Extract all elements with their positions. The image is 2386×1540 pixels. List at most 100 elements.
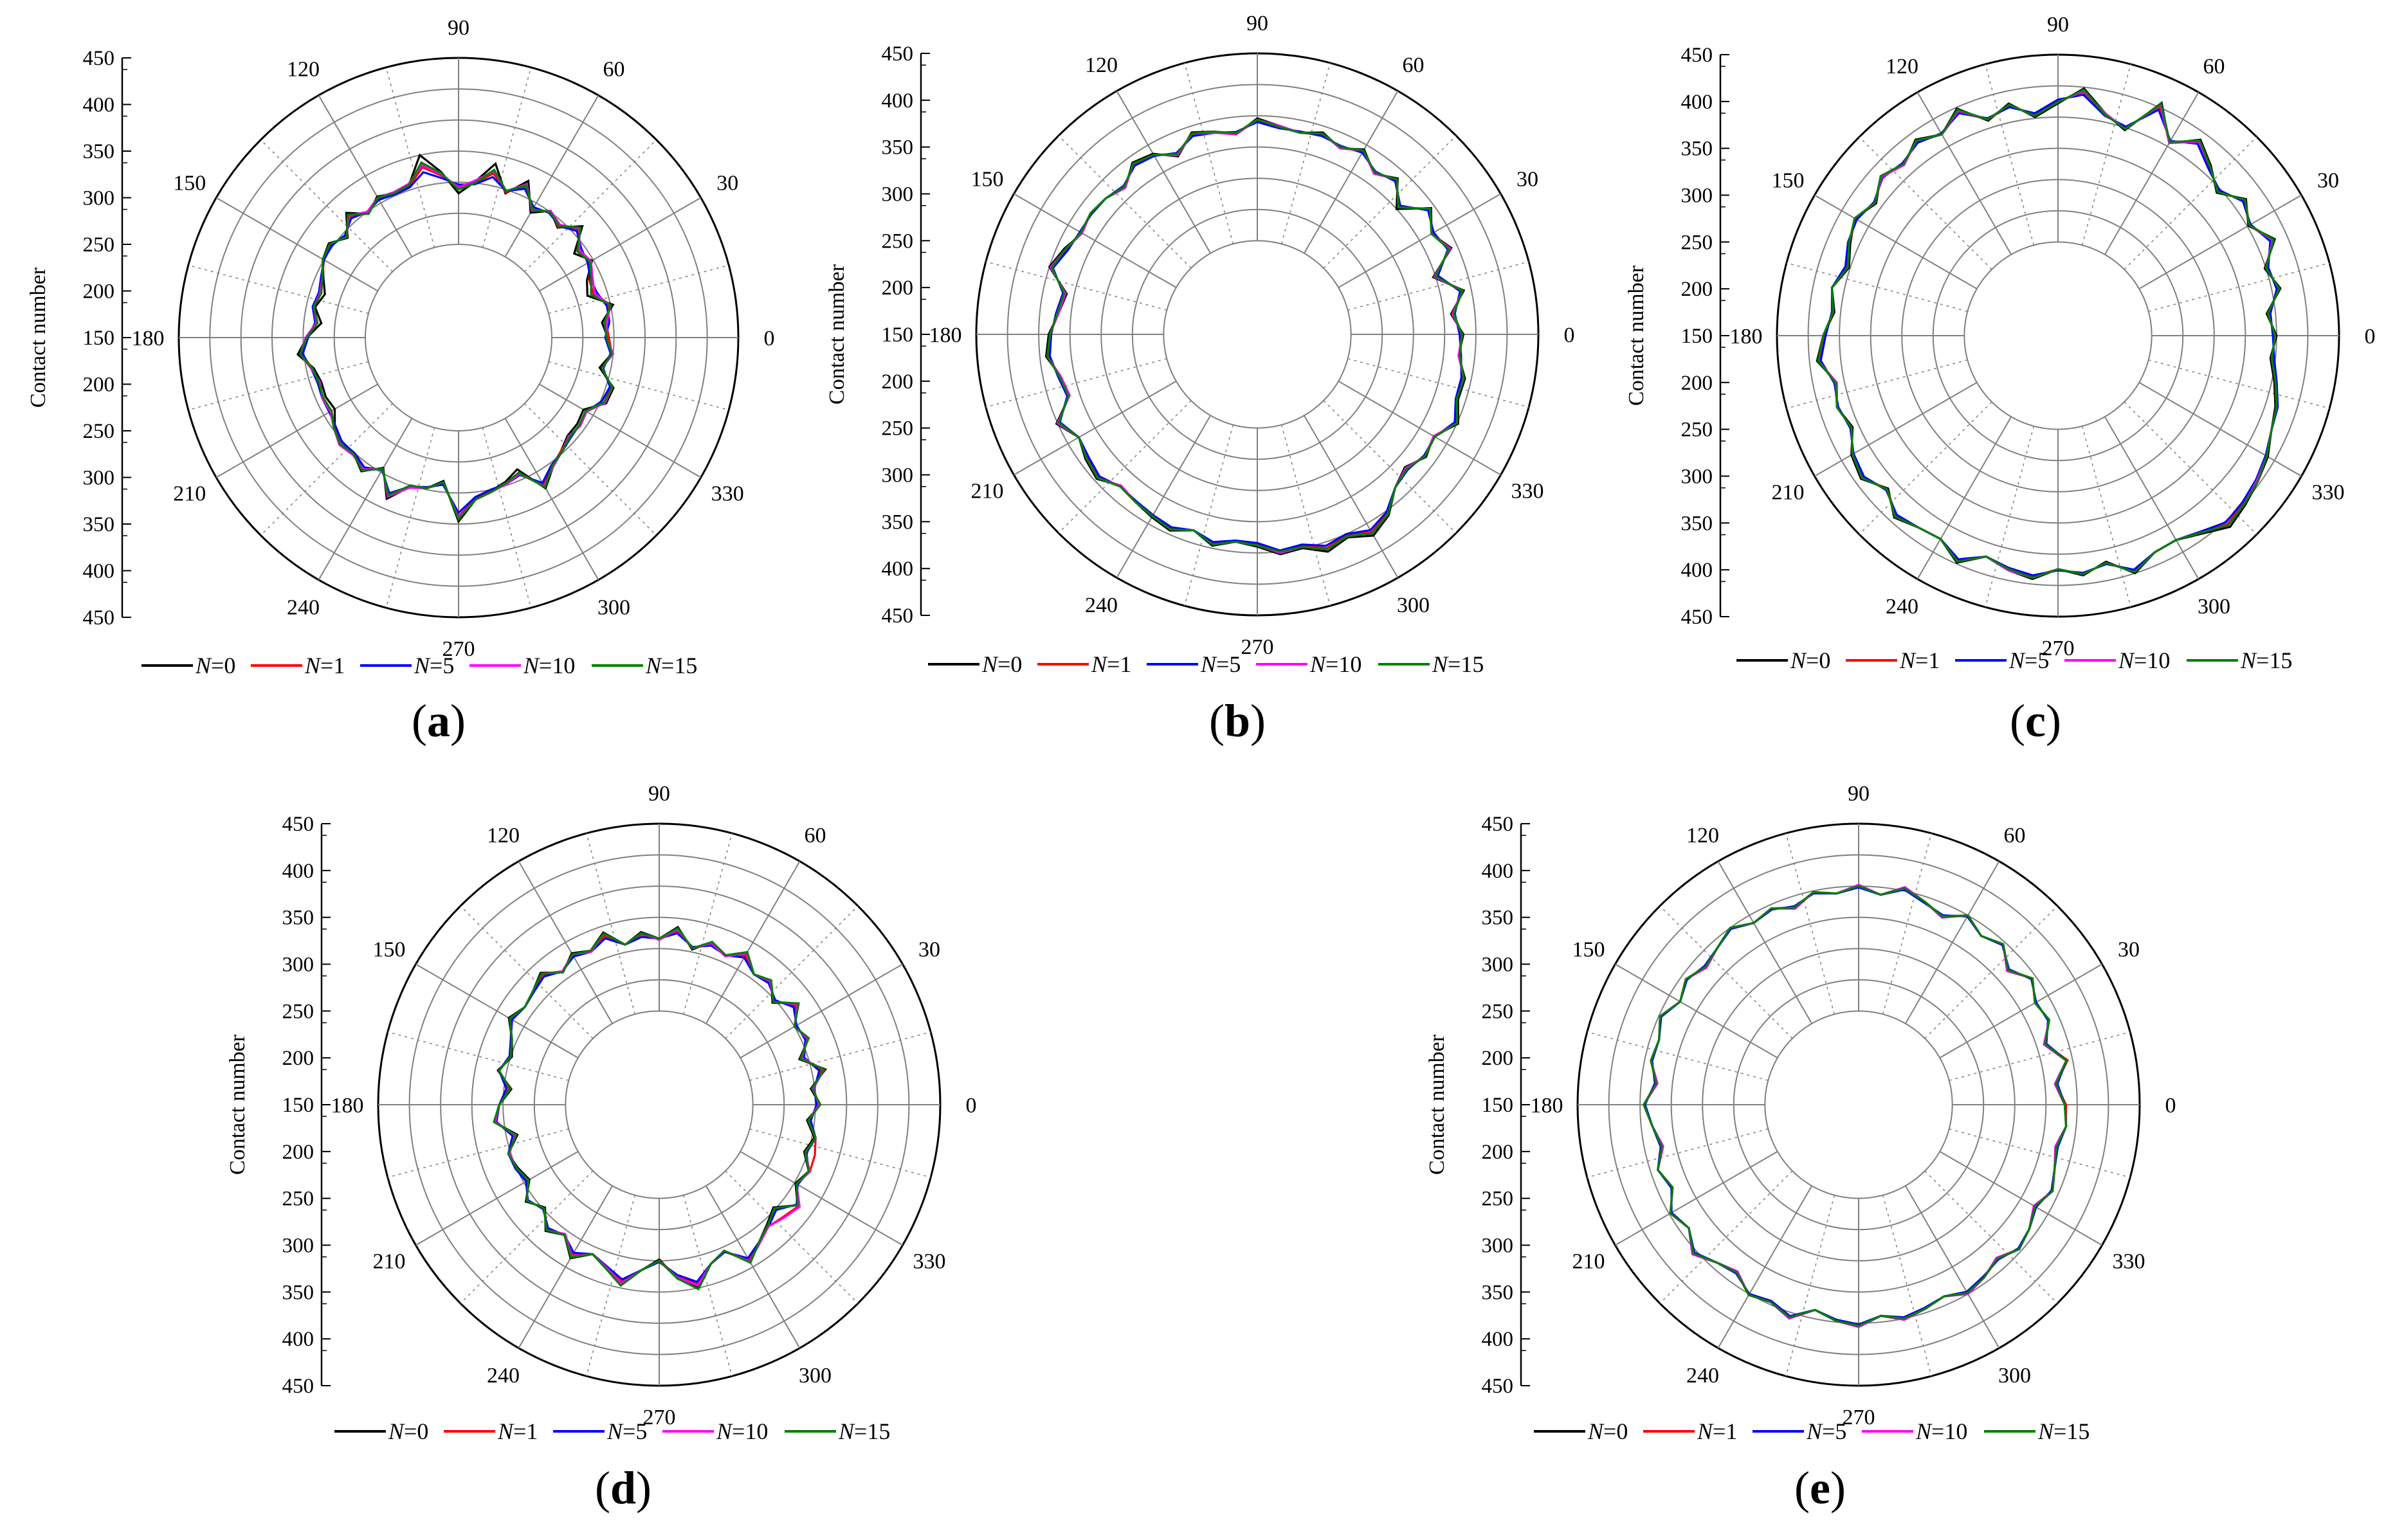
grid-spoke <box>740 1150 903 1246</box>
radius-axis-tick-label: 350 <box>882 136 914 159</box>
panel-label: (a) <box>412 695 466 747</box>
grid-spoke <box>518 1185 614 1348</box>
legend-label: N=10 <box>523 653 575 678</box>
grid-spoke <box>504 418 599 581</box>
grid-circle <box>1764 1010 1953 1199</box>
series-line-n-0 <box>296 153 615 524</box>
legend-label-var: N <box>1806 1418 1823 1444</box>
grid-spoke-minor <box>385 67 435 248</box>
angle-tick-label: 60 <box>805 824 826 847</box>
legend-label-value: =10 <box>2134 648 2170 673</box>
angle-tick-label: 120 <box>1085 53 1118 77</box>
grid-circle <box>1131 208 1383 460</box>
panel-label-paren: ) <box>1250 695 1266 747</box>
grid-spoke-minor <box>1659 1170 1793 1304</box>
legend-label-value: =10 <box>732 1418 768 1444</box>
radius-axis-tick-label: 200 <box>282 1047 314 1070</box>
panel-label-paren: ) <box>450 695 466 747</box>
legend: N=0 N=1 N=5 N=10 N=15 <box>928 651 1484 677</box>
legend-label-value: =1 <box>1915 648 1940 673</box>
grid-spoke <box>2104 92 2199 255</box>
angle-tick-label: 30 <box>1516 168 1538 192</box>
radius-axis-tick-label: 200 <box>1681 278 1713 301</box>
series-line-n-10 <box>1046 118 1465 554</box>
angle-tick-label: 300 <box>1998 1364 2031 1388</box>
grid-spoke-minor <box>460 1170 594 1304</box>
legend-label: N=1 <box>1899 648 1940 673</box>
angle-tick-label: 150 <box>970 168 1003 192</box>
angle-tick-label: 120 <box>1686 824 1719 847</box>
radius-axis-tick-label: 250 <box>882 417 914 440</box>
legend-label: N=5 <box>606 1418 647 1444</box>
series-line-n-1 <box>1047 120 1464 553</box>
grid-spoke-minor <box>1323 135 1457 269</box>
grid-spoke-minor <box>1058 400 1192 534</box>
radius-axis-tick-label: 350 <box>1681 512 1713 535</box>
angle-tick-label: 30 <box>2118 938 2140 962</box>
legend-label-var: N <box>523 653 540 678</box>
angle-tick-label: 30 <box>918 938 940 962</box>
panel-label-paren: ( <box>1794 1462 1810 1514</box>
angle-tick-label: 150 <box>1572 938 1605 962</box>
legend-label: N=5 <box>1200 651 1241 677</box>
legend-label-var: N <box>1200 651 1217 677</box>
grid-spoke <box>215 197 378 292</box>
panel-label-paren: ) <box>2046 695 2061 747</box>
grid-spoke-minor <box>1985 426 2035 608</box>
legend-label: N=5 <box>414 653 454 678</box>
grid-spoke-minor <box>260 403 393 536</box>
legend-label: N=5 <box>2008 648 2049 673</box>
angle-tick-label: 90 <box>2047 13 2069 37</box>
legend: N=0 N=1 N=5 N=10 N=15 <box>141 653 697 678</box>
angle-tick-label: 60 <box>603 58 625 82</box>
radius-axis-tick-label: 400 <box>83 94 115 117</box>
radius-axis-tick-label: 450 <box>882 42 914 66</box>
legend-label-var: N <box>195 653 212 678</box>
radius-axis-tick-label: 250 <box>1681 231 1713 254</box>
grid-spoke <box>1814 194 1978 290</box>
radius-axis-tick-label: 250 <box>882 230 914 253</box>
grid-spoke <box>318 95 413 257</box>
angle-tick-label: 150 <box>372 938 405 962</box>
panel-label: (d) <box>595 1462 651 1514</box>
grid-spoke <box>1615 963 1778 1059</box>
grid-spoke <box>504 95 599 257</box>
grid-spoke <box>1904 861 2000 1024</box>
legend-label-var: N <box>606 1418 624 1444</box>
grid-spoke-minor <box>1058 135 1192 269</box>
grid-spoke-minor <box>1587 1031 1769 1082</box>
grid-spoke <box>215 383 378 478</box>
radius-axis-tick-label: 300 <box>83 187 115 210</box>
grid-spoke-minor <box>1785 833 1835 1015</box>
radius-axis: 450 400 350 300 250 200 150 200 250 300 350 400 450 C… <box>226 813 331 1398</box>
panel-label-paren: ) <box>636 1462 651 1514</box>
radius-axis-tick-label: 250 <box>1681 419 1713 442</box>
radius-axis-tick-label: 200 <box>83 374 115 397</box>
grid-spoke <box>415 963 579 1059</box>
grid-spoke-minor <box>385 427 435 608</box>
grid-spoke-minor <box>1347 261 1529 311</box>
radius-axis-tick-label: 450 <box>882 604 914 628</box>
radius-axis-tick-label: 400 <box>1681 559 1713 582</box>
radius-axis-tick-label: 200 <box>83 280 115 303</box>
legend-label-value: =1 <box>1713 1418 1737 1444</box>
grid-spoke <box>518 861 614 1024</box>
polar-grid <box>178 57 740 619</box>
grid-spoke <box>2104 416 2199 579</box>
radius-axis-tick-label: 300 <box>1681 185 1713 208</box>
legend-label-var: N <box>1915 1418 1933 1444</box>
legend-label-value: =15 <box>661 653 697 678</box>
radius-axis-tick-label: 350 <box>83 513 115 536</box>
legend-label: N=15 <box>2240 648 2292 673</box>
grid-spoke-minor <box>1587 1128 1769 1178</box>
legend-label-var: N <box>1697 1418 1714 1444</box>
grid-spoke <box>1939 963 2102 1059</box>
angle-tick-label: 0 <box>764 327 775 350</box>
radius-axis-tick-label: 150 <box>882 323 914 347</box>
legend-label-var: N <box>1587 1418 1605 1444</box>
legend-label-var: N <box>1899 648 1917 673</box>
radius-axis-tick-label: 350 <box>882 511 914 534</box>
legend-label-value: =15 <box>2256 648 2292 673</box>
angle-tick-label: 150 <box>173 172 206 195</box>
radius-axis-tick-label: 300 <box>282 1235 314 1258</box>
